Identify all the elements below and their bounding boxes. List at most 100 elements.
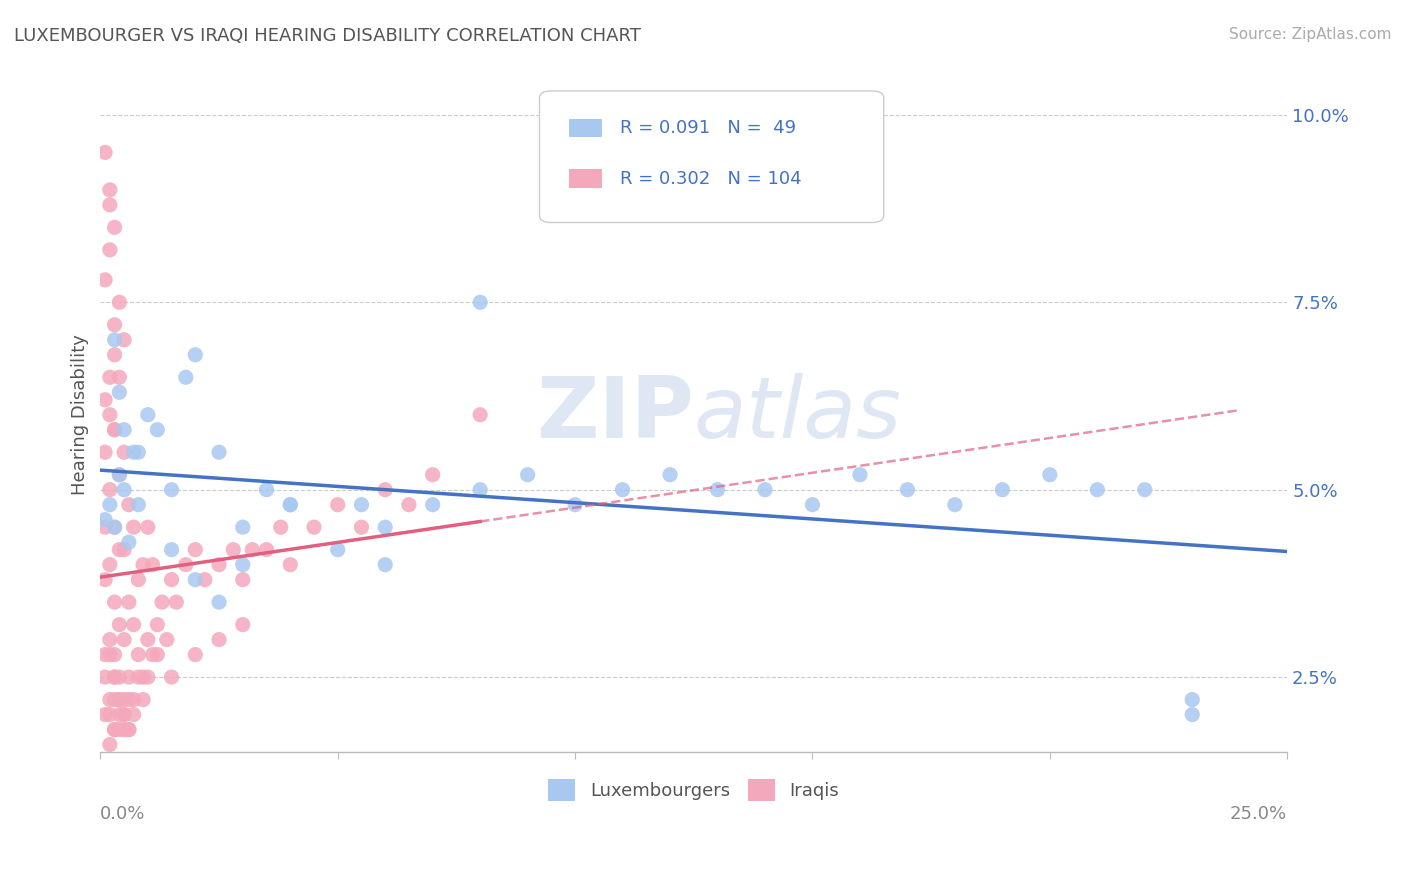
Point bbox=[94, 145, 117, 160]
Point bbox=[94, 513, 117, 527]
Point bbox=[232, 558, 254, 572]
Point bbox=[160, 670, 183, 684]
Point bbox=[943, 498, 966, 512]
Point bbox=[98, 370, 121, 384]
Point bbox=[94, 573, 117, 587]
Point bbox=[398, 498, 420, 512]
Point bbox=[118, 535, 141, 549]
Point bbox=[208, 445, 231, 459]
Point bbox=[302, 520, 325, 534]
Point bbox=[194, 573, 217, 587]
Point bbox=[112, 707, 135, 722]
Point bbox=[118, 498, 141, 512]
Point bbox=[98, 183, 121, 197]
Point bbox=[142, 648, 165, 662]
Point bbox=[256, 483, 278, 497]
Point bbox=[112, 542, 135, 557]
Point bbox=[374, 520, 396, 534]
Point bbox=[118, 723, 141, 737]
Point bbox=[94, 520, 117, 534]
Point bbox=[127, 670, 149, 684]
Point bbox=[706, 483, 728, 497]
Point bbox=[104, 723, 127, 737]
Point bbox=[256, 542, 278, 557]
Point bbox=[127, 498, 149, 512]
Point bbox=[98, 632, 121, 647]
Point bbox=[174, 558, 197, 572]
Point bbox=[112, 423, 135, 437]
Point bbox=[112, 445, 135, 459]
Point bbox=[108, 385, 131, 400]
Point bbox=[108, 467, 131, 482]
Point bbox=[108, 692, 131, 706]
Point bbox=[516, 467, 538, 482]
Point bbox=[98, 408, 121, 422]
Point bbox=[108, 467, 131, 482]
FancyBboxPatch shape bbox=[540, 91, 884, 222]
Point bbox=[232, 617, 254, 632]
Point bbox=[108, 707, 131, 722]
Point bbox=[94, 648, 117, 662]
Point bbox=[278, 498, 301, 512]
Point bbox=[118, 692, 141, 706]
Point bbox=[374, 558, 396, 572]
Point bbox=[118, 670, 141, 684]
Point bbox=[108, 723, 131, 737]
Point bbox=[184, 573, 207, 587]
Y-axis label: Hearing Disability: Hearing Disability bbox=[72, 334, 89, 495]
Text: 0.0%: 0.0% bbox=[100, 805, 146, 822]
Point bbox=[118, 723, 141, 737]
Point bbox=[136, 408, 159, 422]
Point bbox=[112, 483, 135, 497]
Point bbox=[122, 692, 145, 706]
Point bbox=[350, 520, 373, 534]
Point bbox=[108, 370, 131, 384]
Point bbox=[132, 692, 155, 706]
Point bbox=[142, 558, 165, 572]
Point bbox=[98, 648, 121, 662]
Point bbox=[104, 595, 127, 609]
Point bbox=[849, 467, 872, 482]
Point bbox=[98, 692, 121, 706]
Point bbox=[108, 692, 131, 706]
Point bbox=[104, 670, 127, 684]
Text: Source: ZipAtlas.com: Source: ZipAtlas.com bbox=[1229, 27, 1392, 42]
Point bbox=[136, 632, 159, 647]
Point bbox=[108, 295, 131, 310]
Point bbox=[98, 707, 121, 722]
Point bbox=[1039, 467, 1062, 482]
Text: 25.0%: 25.0% bbox=[1230, 805, 1288, 822]
Point bbox=[94, 445, 117, 459]
Point bbox=[132, 670, 155, 684]
Point bbox=[270, 520, 292, 534]
Point bbox=[160, 542, 183, 557]
Point bbox=[991, 483, 1014, 497]
Point bbox=[278, 558, 301, 572]
Point bbox=[122, 707, 145, 722]
Text: atlas: atlas bbox=[693, 373, 901, 456]
Point bbox=[136, 670, 159, 684]
FancyBboxPatch shape bbox=[569, 169, 602, 188]
Point bbox=[659, 467, 682, 482]
Point bbox=[104, 423, 127, 437]
Point bbox=[104, 670, 127, 684]
Point bbox=[208, 632, 231, 647]
Point bbox=[127, 648, 149, 662]
Point bbox=[232, 573, 254, 587]
Point bbox=[612, 483, 634, 497]
Point bbox=[98, 558, 121, 572]
Point bbox=[98, 738, 121, 752]
Point bbox=[122, 520, 145, 534]
Point bbox=[564, 498, 586, 512]
Point bbox=[104, 520, 127, 534]
Point bbox=[136, 520, 159, 534]
Point bbox=[112, 723, 135, 737]
Point bbox=[801, 498, 824, 512]
Point bbox=[127, 573, 149, 587]
Point bbox=[132, 558, 155, 572]
Point bbox=[104, 520, 127, 534]
Point bbox=[422, 467, 444, 482]
Point bbox=[104, 692, 127, 706]
Point bbox=[1181, 707, 1204, 722]
Point bbox=[127, 445, 149, 459]
